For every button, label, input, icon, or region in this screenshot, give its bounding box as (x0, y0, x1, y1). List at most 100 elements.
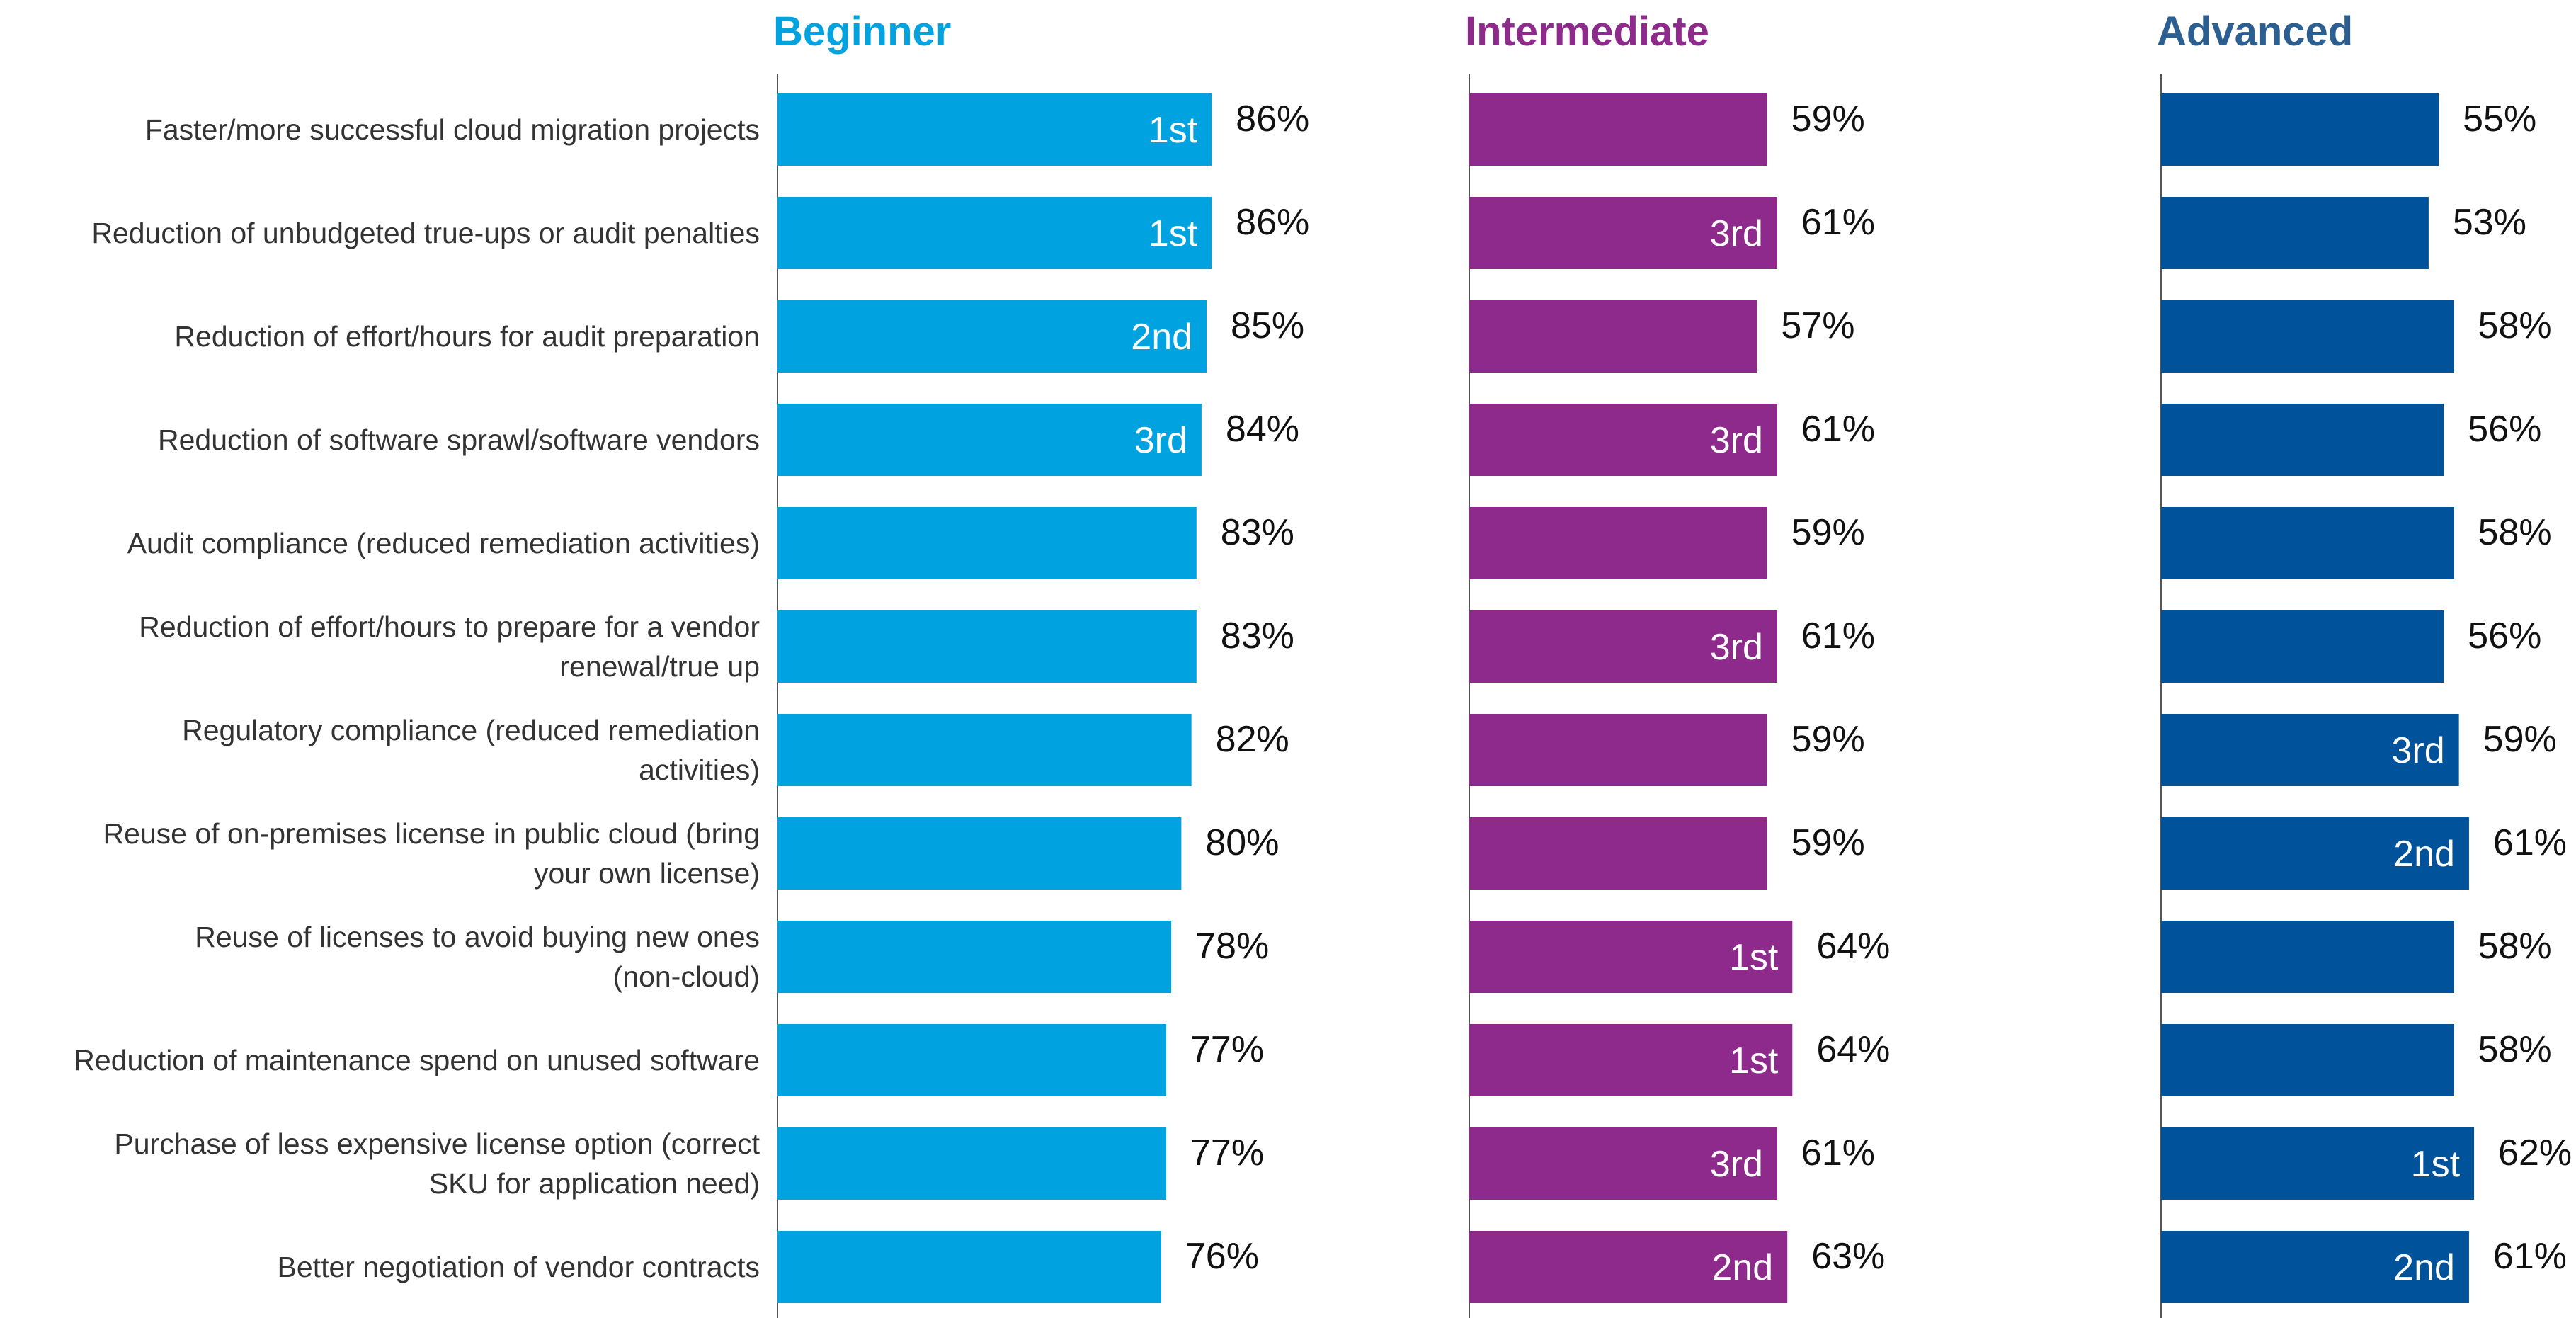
rank-label-intermediate: 3rd (1710, 420, 1763, 461)
bar-beginner (777, 1024, 1167, 1096)
value-label-beginner: 82% (1216, 719, 1289, 760)
value-label-intermediate: 59% (1791, 822, 1865, 863)
bar-advanced (2161, 300, 2454, 373)
value-label-advanced: 53% (2453, 202, 2526, 243)
category-label: Reduction of maintenance spend on unused… (74, 1044, 760, 1076)
value-label-advanced: 56% (2468, 615, 2541, 657)
bar-intermediate (1469, 1231, 1788, 1303)
rank-label-beginner: 2nd (1131, 317, 1192, 358)
bar-beginner (777, 1127, 1167, 1200)
category-label: Reduction of effort/hours to prepare for… (139, 610, 760, 683)
value-label-beginner: 78% (1195, 926, 1269, 967)
bar-intermediate (1469, 1024, 1793, 1096)
value-label-intermediate: 59% (1791, 512, 1865, 553)
rank-label-intermediate: 3rd (1710, 627, 1763, 668)
value-label-advanced: 61% (2493, 822, 2567, 863)
rank-label-beginner: 3rd (1134, 420, 1187, 461)
value-label-intermediate: 61% (1801, 1132, 1875, 1174)
bar-advanced (2161, 507, 2454, 579)
rank-label-intermediate: 3rd (1710, 213, 1763, 254)
bar-intermediate (1469, 404, 1777, 476)
category-label: Reduction of unbudgeted true-ups or audi… (91, 217, 760, 249)
value-label-beginner: 76% (1185, 1236, 1259, 1277)
value-label-advanced: 58% (2478, 305, 2552, 346)
rank-label-intermediate: 1st (1729, 1040, 1779, 1081)
bar-intermediate (1469, 300, 1757, 373)
bar-advanced (2161, 921, 2454, 993)
bar-beginner (777, 404, 1202, 476)
rank-label-advanced: 2nd (2393, 1247, 2455, 1288)
value-label-beginner: 84% (1226, 409, 1299, 450)
value-label-intermediate: 61% (1801, 409, 1875, 450)
bar-beginner (777, 93, 1212, 166)
bar-beginner (777, 817, 1182, 890)
value-label-intermediate: 59% (1791, 98, 1865, 140)
category-label: Regulatory compliance (reduced remediati… (182, 714, 760, 786)
value-label-beginner: 77% (1190, 1029, 1264, 1070)
category-label: Reduction of software sprawl/software ve… (158, 424, 760, 456)
value-label-advanced: 62% (2498, 1132, 2572, 1174)
category-label: Reuse of on-premises license in public c… (103, 817, 760, 890)
value-label-advanced: 56% (2468, 409, 2541, 450)
rank-label-intermediate: 1st (1729, 937, 1779, 978)
bar-intermediate (1469, 93, 1767, 166)
bar-advanced (2161, 404, 2444, 476)
value-label-beginner: 83% (1221, 615, 1294, 657)
bar-advanced (2161, 714, 2459, 786)
value-label-intermediate: 64% (1816, 926, 1890, 967)
bar-intermediate (1469, 714, 1767, 786)
series-title-intermediate: Intermediate (1465, 8, 1709, 55)
value-label-beginner: 85% (1231, 305, 1304, 346)
bar-intermediate (1469, 817, 1767, 890)
value-label-advanced: 58% (2478, 926, 2552, 967)
bar-intermediate (1469, 610, 1777, 683)
value-label-intermediate: 64% (1816, 1029, 1890, 1070)
value-label-beginner: 80% (1205, 822, 1279, 863)
bar-advanced (2161, 1024, 2454, 1096)
bar-beginner (777, 610, 1197, 683)
bar-beginner (777, 197, 1212, 269)
bar-beginner (777, 921, 1172, 993)
rank-label-advanced: 1st (2411, 1144, 2461, 1185)
bar-advanced (2161, 1231, 2469, 1303)
value-label-intermediate: 61% (1801, 202, 1875, 243)
bar-advanced (2161, 1127, 2475, 1200)
bar-intermediate (1469, 1127, 1777, 1200)
rank-label-beginner: 1st (1149, 110, 1198, 151)
series-title-advanced: Advanced (2157, 8, 2353, 55)
category-label: Reduction of effort/hours for audit prep… (174, 320, 760, 353)
value-label-intermediate: 63% (1811, 1236, 1885, 1277)
rank-label-advanced: 3rd (2392, 730, 2445, 771)
value-label-advanced: 61% (2493, 1236, 2567, 1277)
value-label-advanced: 58% (2478, 1029, 2552, 1070)
value-label-advanced: 55% (2463, 98, 2536, 140)
category-label: Audit compliance (reduced remediation ac… (127, 527, 760, 559)
category-label: Better negotiation of vendor contracts (278, 1251, 760, 1283)
rank-label-advanced: 2nd (2393, 834, 2455, 875)
bar-beginner (777, 300, 1207, 373)
rank-label-intermediate: 3rd (1710, 1144, 1763, 1185)
bar-beginner (777, 714, 1192, 786)
bar-advanced (2161, 197, 2429, 269)
bar-intermediate (1469, 507, 1767, 579)
value-label-beginner: 86% (1236, 98, 1309, 140)
bar-intermediate (1469, 197, 1777, 269)
value-label-advanced: 59% (2483, 719, 2557, 760)
category-label: Reuse of licenses to avoid buying new on… (195, 921, 760, 993)
value-label-advanced: 58% (2478, 512, 2552, 553)
value-label-beginner: 86% (1236, 202, 1309, 243)
bar-intermediate (1469, 921, 1793, 993)
value-label-intermediate: 61% (1801, 615, 1875, 657)
bar-advanced (2161, 817, 2469, 890)
series-title-beginner: Beginner (773, 8, 951, 55)
bar-beginner (777, 1231, 1161, 1303)
bar-advanced (2161, 93, 2439, 166)
value-label-beginner: 83% (1221, 512, 1294, 553)
value-label-intermediate: 59% (1791, 719, 1865, 760)
category-label: Faster/more successful cloud migration p… (145, 113, 760, 146)
bar-beginner (777, 507, 1197, 579)
category-label: Purchase of less expensive license optio… (114, 1127, 760, 1200)
value-label-beginner: 77% (1190, 1132, 1264, 1174)
rank-label-intermediate: 2nd (1711, 1247, 1773, 1288)
